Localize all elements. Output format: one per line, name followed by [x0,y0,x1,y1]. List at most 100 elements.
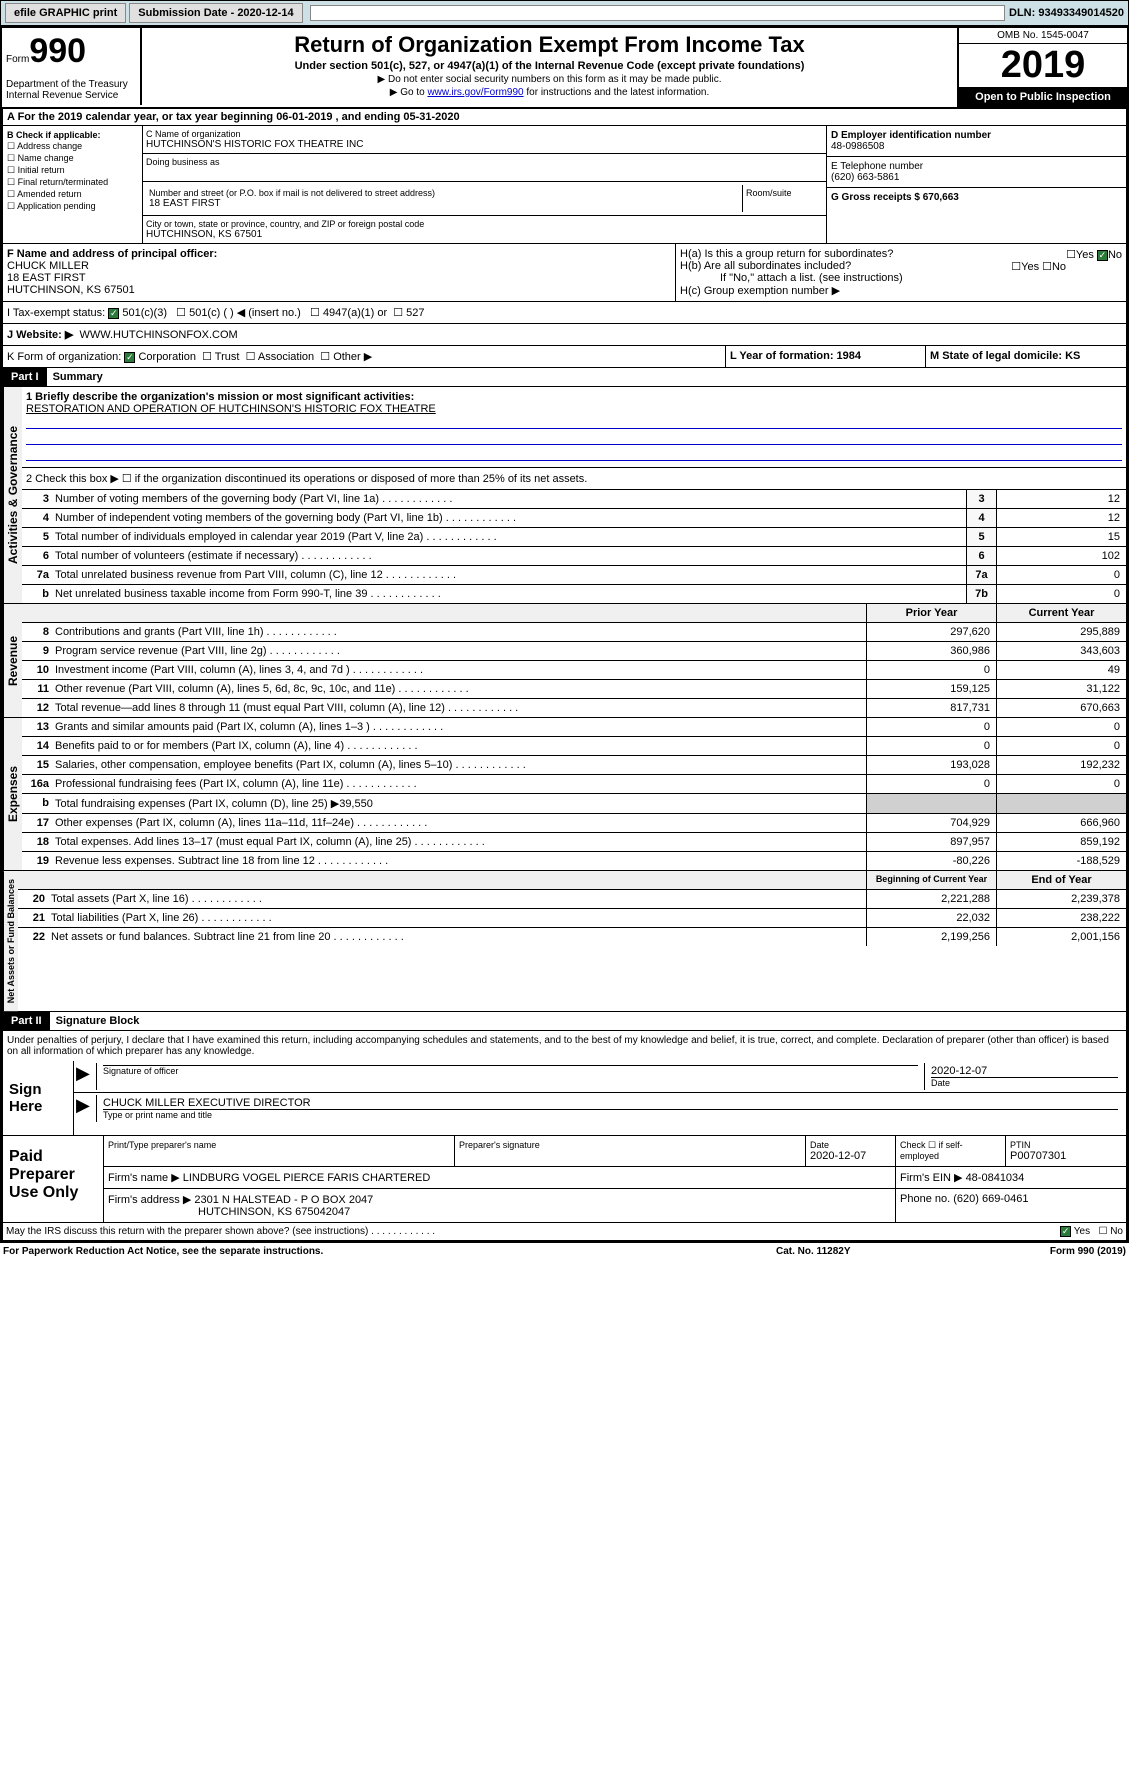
501c3-checked: ✓ [108,308,119,319]
line-2: 2 Check this box ▶ ☐ if the organization… [22,468,1126,490]
website-row: J Website: ▶ WWW.HUTCHINSONFOX.COM [2,324,1127,346]
org-addr: 18 EAST FIRST [149,198,739,209]
line-item: bTotal fundraising expenses (Part IX, co… [22,794,1126,814]
line-item: 8Contributions and grants (Part VIII, li… [22,623,1126,642]
form-number-cell: Form990 [2,28,142,75]
chk-app-pending[interactable]: ☐ Application pending [7,201,138,212]
section-h: H(a) Is this a group return for subordin… [676,244,1126,301]
addr-row: Number and street (or P.O. box if mail i… [143,182,826,216]
line-item: 5Total number of individuals employed in… [22,528,1126,547]
part-2-header: Part II Signature Block [2,1012,1127,1031]
officer-name: CHUCK MILLER EXECUTIVE DIRECTOR [103,1097,1118,1109]
ha-no-checked: ✓ [1097,250,1108,261]
discuss-row: May the IRS discuss this return with the… [2,1223,1127,1241]
line-item: 21Total liabilities (Part X, line 26)22,… [18,909,1126,928]
governance-label: Activities & Governance [3,387,22,603]
governance-section: Activities & Governance 1 Briefly descri… [2,387,1127,604]
firm-addr: 2301 N HALSTEAD - P O BOX 2047 [194,1194,373,1206]
org-city: HUTCHINSON, KS 67501 [146,229,823,240]
tax-exempt-row: I Tax-exempt status: ✓ 501(c)(3) ☐ 501(c… [2,302,1127,324]
chk-initial-return[interactable]: ☐ Initial return [7,165,138,176]
line-item: bNet unrelated business taxable income f… [22,585,1126,603]
tax-year: 2019 [959,44,1127,87]
line-item: 3Number of voting members of the governi… [22,490,1126,509]
phone: (620) 663-5861 [831,172,899,183]
right-info: D Employer identification number 48-0986… [826,126,1126,243]
sign-here-area: Sign Here ▶ Signature of officer 2020-12… [3,1061,1126,1135]
line-item: 20Total assets (Part X, line 16)2,221,28… [18,890,1126,909]
dln: DLN: 93493349014520 [1009,7,1124,19]
sign-arrow-icon: ▶ [76,1095,96,1122]
revenue-label: Revenue [3,604,22,717]
chk-final-return[interactable]: ☐ Final return/terminated [7,177,138,188]
footer-note: For Paperwork Reduction Act Notice, see … [0,1243,1129,1260]
section-f-h: F Name and address of principal officer:… [2,244,1127,302]
paid-preparer-section: Paid Preparer Use Only Print/Type prepar… [2,1136,1127,1223]
org-name-row: C Name of organization HUTCHINSON'S HIST… [143,126,826,154]
sign-here-label: Sign Here [3,1061,73,1135]
chk-name-change[interactable]: ☐ Name change [7,153,138,164]
line-m: M State of legal domicile: KS [926,346,1126,367]
section-d: D Employer identification number 48-0986… [827,126,1126,157]
paid-preparer-label: Paid Preparer Use Only [3,1136,103,1222]
line-item: 19Revenue less expenses. Subtract line 1… [22,852,1126,870]
instr-1: ▶ Do not enter social security numbers o… [152,74,947,85]
ptin: P00707301 [1010,1150,1122,1162]
line-item: 12Total revenue—add lines 8 through 11 (… [22,699,1126,717]
line-item: 7aTotal unrelated business revenue from … [22,566,1126,585]
org-info-section: B Check if applicable: ☐ Address change … [2,126,1127,244]
form-990: Form990 Department of the Treasury Inter… [0,26,1129,1243]
mission-area: 1 Briefly describe the organization's mi… [22,387,1126,468]
line-item: 17Other expenses (Part IX, column (A), l… [22,814,1126,833]
line-item: 13Grants and similar amounts paid (Part … [22,718,1126,737]
search-bar[interactable] [310,5,1005,21]
line-item: 22Net assets or fund balances. Subtract … [18,928,1126,946]
line-a: A For the 2019 calendar year, or tax yea… [2,109,1127,126]
corp-checked: ✓ [124,352,135,363]
org-name: HUTCHINSON'S HISTORIC FOX THEATRE INC [146,139,823,150]
section-g: G Gross receipts $ 670,663 [827,188,1126,207]
na-col-header: Beginning of Current Year End of Year [18,871,1126,890]
line-item: 18Total expenses. Add lines 13–17 (must … [22,833,1126,852]
firm-name: LINDBURG VOGEL PIERCE FARIS CHARTERED [183,1172,431,1184]
omb: OMB No. 1545-0047 [959,28,1127,44]
efile-btn[interactable]: efile GRAPHIC print [5,3,126,23]
irs-link[interactable]: www.irs.gov/Form990 [427,87,523,98]
net-assets-section: Net Assets or Fund Balances Beginning of… [2,871,1127,1012]
rev-col-header: Prior Year Current Year [22,604,1126,623]
top-bar: efile GRAPHIC print Submission Date - 20… [0,0,1129,26]
line-item: 9Program service revenue (Part VIII, lin… [22,642,1126,661]
penalty-text: Under penalties of perjury, I declare th… [3,1031,1126,1061]
open-inspection: Open to Public Inspection [959,87,1127,107]
dba-row: Doing business as [143,154,826,182]
line-item: 11Other revenue (Part VIII, column (A), … [22,680,1126,699]
line-item: 15Salaries, other compensation, employee… [22,756,1126,775]
discuss-yes-checked: ✓ [1060,1226,1071,1237]
expenses-section: Expenses 13Grants and similar amounts pa… [2,718,1127,871]
chk-amended[interactable]: ☐ Amended return [7,189,138,200]
revenue-section: Revenue Prior Year Current Year 8Contrib… [2,604,1127,718]
section-b: B Check if applicable: ☐ Address change … [3,126,143,243]
main-title: Return of Organization Exempt From Incom… [152,32,947,58]
section-e: E Telephone number (620) 663-5861 [827,157,1126,188]
form-header: Form990 Department of the Treasury Inter… [2,28,1127,109]
sign-arrow-icon: ▶ [76,1063,96,1090]
line-item: 14Benefits paid to or for members (Part … [22,737,1126,756]
title-cell: Return of Organization Exempt From Incom… [142,28,957,107]
city-row: City or town, state or province, country… [143,216,826,243]
mission-text: RESTORATION AND OPERATION OF HUTCHINSON'… [26,403,1122,415]
line-item: 16aProfessional fundraising fees (Part I… [22,775,1126,794]
form-org-row: K Form of organization: ✓ Corporation ☐ … [2,346,1127,368]
dept-cell: Department of the Treasury Internal Reve… [2,75,142,105]
section-c: C Name of organization HUTCHINSON'S HIST… [143,126,826,243]
chk-address-change[interactable]: ☐ Address change [7,141,138,152]
signature-block: Under penalties of perjury, I declare th… [2,1031,1127,1136]
year-cell: OMB No. 1545-0047 2019 Open to Public In… [957,28,1127,107]
submission-date: Submission Date - 2020-12-14 [129,3,302,23]
instr-2: ▶ Go to www.irs.gov/Form990 for instruct… [152,87,947,98]
expenses-label: Expenses [3,718,22,870]
net-assets-label: Net Assets or Fund Balances [3,871,18,1011]
line-item: 6Total number of volunteers (estimate if… [22,547,1126,566]
part-1-header: Part I Summary [2,368,1127,387]
firm-phone: (620) 669-0461 [953,1193,1028,1205]
